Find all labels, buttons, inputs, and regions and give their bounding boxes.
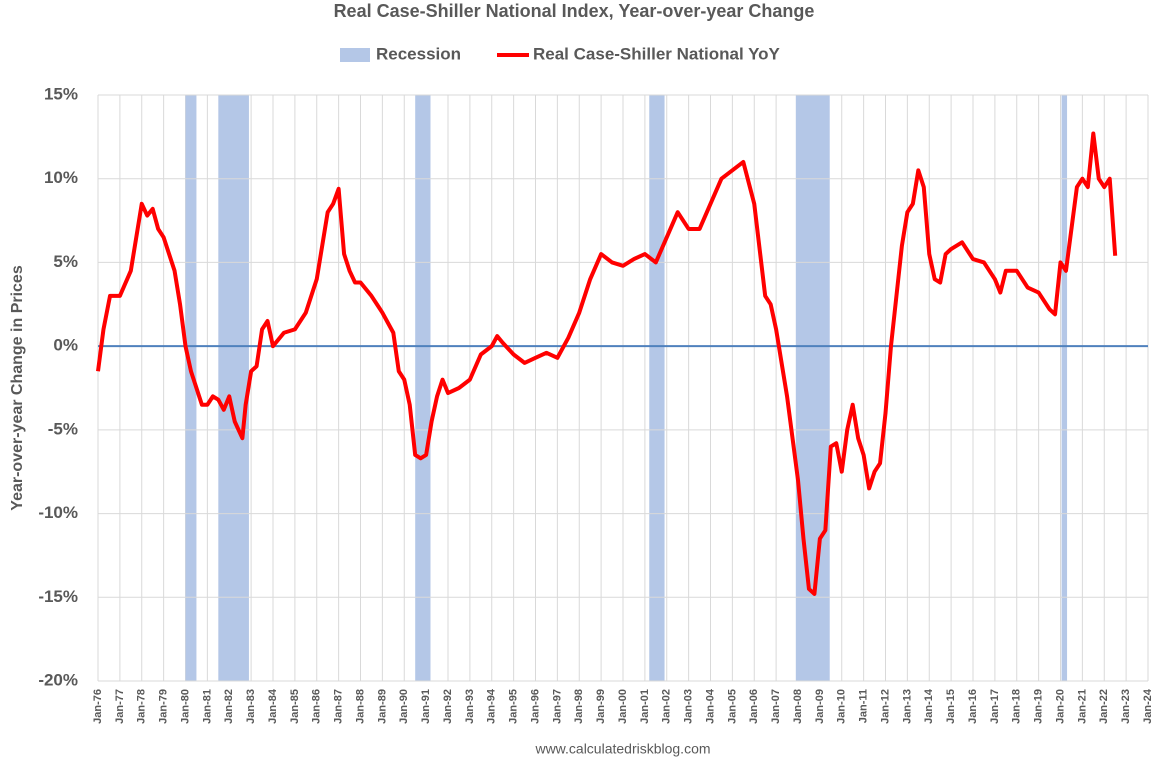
x-tick-label: Jan-04 (704, 688, 716, 724)
x-tick-label: Jan-89 (376, 689, 388, 724)
recession-band (1061, 95, 1068, 681)
x-tick-label: Jan-96 (529, 689, 541, 724)
x-tick-label: Jan-15 (945, 689, 957, 724)
y-tick-label: 5% (53, 252, 78, 271)
legend-label: Recession (376, 44, 461, 63)
x-tick-label: Jan-98 (573, 689, 585, 724)
y-tick-label: -10% (38, 503, 78, 522)
x-tick-label: Jan-17 (989, 689, 1001, 724)
x-tick-label: Jan-80 (179, 689, 191, 724)
x-tick-label: Jan-01 (639, 689, 651, 724)
x-tick-label: Jan-24 (1142, 688, 1154, 724)
x-tick-label: Jan-82 (223, 689, 235, 724)
x-tick-label: Jan-88 (354, 689, 366, 724)
source: www.calculatedriskblog.com (534, 741, 710, 757)
x-tick-label: Jan-12 (879, 689, 891, 724)
x-tick-label: Jan-09 (814, 689, 826, 724)
y-tick-label: -20% (38, 670, 78, 689)
x-tick-label: Jan-83 (245, 689, 257, 724)
x-tick-label: Jan-97 (551, 689, 563, 724)
x-tick-label: Jan-78 (136, 689, 148, 724)
x-tick-label: Jan-95 (508, 689, 520, 724)
x-tick-label: Jan-19 (1033, 689, 1045, 724)
x-tick-label: Jan-99 (595, 689, 607, 724)
x-tick-label: Jan-18 (1011, 689, 1023, 724)
x-tick-label: Jan-90 (398, 689, 410, 724)
x-tick-label: Jan-79 (158, 689, 170, 724)
y-tick-label: 0% (53, 336, 78, 355)
x-tick-label: Jan-16 (967, 689, 979, 724)
x-tick-label: Jan-76 (92, 689, 104, 724)
x-tick-label: Jan-05 (726, 689, 738, 724)
y-tick-label: 15% (44, 84, 78, 103)
x-tick-label: Jan-86 (311, 689, 323, 724)
x-tick-label: Jan-02 (661, 689, 673, 724)
x-tick-label: Jan-06 (748, 689, 760, 724)
x-tick-label: Jan-85 (289, 689, 301, 724)
x-tick-label: Jan-87 (333, 689, 345, 724)
x-tick-label: Jan-94 (486, 688, 498, 724)
x-tick-label: Jan-77 (114, 689, 126, 724)
y-tick-label: -15% (38, 587, 78, 606)
x-tick-label: Jan-11 (858, 689, 870, 723)
x-tick-label: Jan-13 (901, 689, 913, 724)
x-tick-label: Jan-21 (1076, 689, 1088, 724)
x-tick-label: Jan-22 (1098, 689, 1110, 724)
legend-swatch (340, 48, 370, 62)
legend-label: Real Case-Shiller National YoY (533, 44, 781, 63)
x-tick-label: Jan-10 (836, 689, 848, 724)
y-tick-label: 10% (44, 168, 78, 187)
x-tick-label: Jan-23 (1120, 689, 1132, 724)
x-tick-label: Jan-92 (442, 689, 454, 724)
recession-band (218, 95, 249, 681)
data-line (96, 131, 1118, 596)
recession-band (795, 95, 830, 681)
y-axis-label: Year-over-year Change in Prices (9, 265, 26, 511)
x-tick-label: Jan-07 (770, 689, 782, 724)
y-tick-label: -5% (48, 419, 78, 438)
x-tick-label: Jan-91 (420, 689, 432, 724)
recession-band (185, 95, 197, 681)
x-tick-label: Jan-14 (923, 688, 935, 724)
recession-band (415, 95, 431, 681)
x-tick-label: Jan-20 (1054, 689, 1066, 724)
x-tick-label: Jan-08 (792, 689, 804, 724)
recession-band (649, 95, 665, 681)
x-tick-label: Jan-84 (267, 688, 279, 724)
chart-title: Real Case-Shiller National Index, Year-o… (334, 1, 815, 21)
x-tick-label: Jan-81 (201, 689, 213, 724)
x-tick-label: Jan-93 (464, 689, 476, 724)
x-tick-label: Jan-00 (617, 689, 629, 724)
x-tick-label: Jan-03 (683, 689, 695, 724)
